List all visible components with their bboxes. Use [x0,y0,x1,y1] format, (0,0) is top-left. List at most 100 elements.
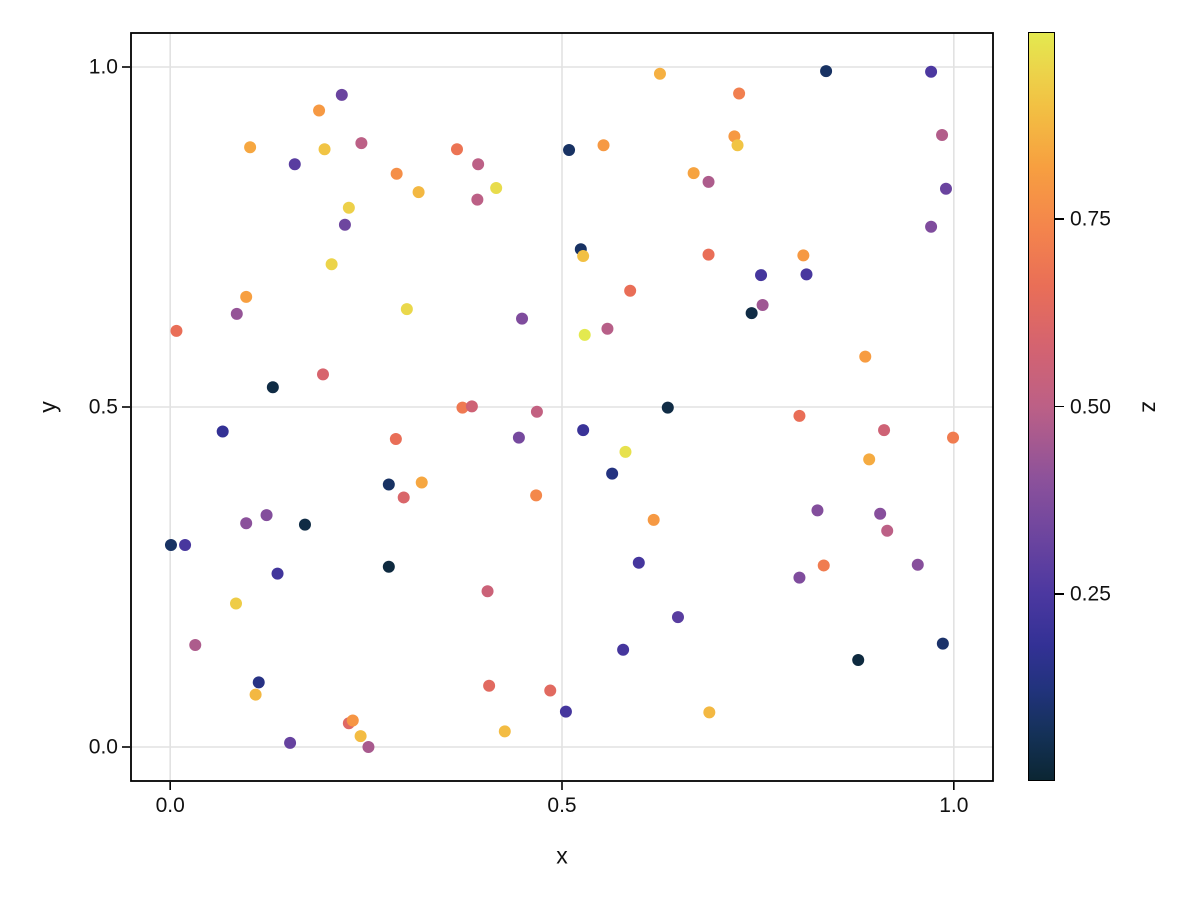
scatter-point [415,476,428,489]
scatter-point [597,139,610,152]
scatter-point [755,269,768,282]
scatter-point [661,401,674,414]
x-axis-tick-label: 0.5 [547,794,577,817]
scatter-point [397,491,410,504]
scatter-point [483,679,496,692]
scatter-point [382,478,395,491]
scatter-point [465,400,478,413]
colorbar-tick-label: 0.50 [1070,395,1111,418]
scatter-point [563,143,576,156]
scatter-point [490,182,503,195]
scatter-point [702,248,715,261]
scatter-point [260,509,273,522]
scatter-point [756,299,769,311]
scatter-point [578,328,591,341]
scatter-point [852,653,865,666]
scatter-point [947,431,960,444]
scatter-point [244,141,257,154]
scatter-point [400,303,413,316]
scatter-point [298,518,311,531]
scatter-point [288,158,301,171]
y-axis-label: y [34,401,61,413]
scatter-point [671,611,684,624]
scatter-point [412,186,425,199]
scatter-point [354,730,367,743]
scatter-point [390,167,403,180]
scatter-point [793,409,806,422]
colorbar-tick-mark [1055,592,1064,595]
y-axis-tick-label: 1.0 [88,55,118,79]
scatter-point [189,639,202,651]
scatter-point [450,143,463,156]
scatter-point [878,424,891,437]
scatter-point [318,143,331,156]
scatter-point [606,467,619,480]
scatter-point [516,312,529,325]
scatter-point [266,381,279,394]
scatter-point [346,714,359,727]
scatter-point [530,489,543,502]
colorbar-tick-mark [1055,405,1064,408]
scatter-point [456,401,469,414]
colorbar-tick-label: 0.25 [1070,582,1111,606]
scatter-point [911,558,924,571]
scatter-point [170,324,183,337]
scatter-point [559,705,572,718]
scatter-point [240,517,253,530]
scatter-point [313,104,326,117]
scatter-point [216,425,229,438]
scatter-point [820,65,833,78]
scatter-point [471,193,484,206]
scatter-point [881,524,894,537]
x-axis-tick-label: 0.0 [155,794,185,817]
scatter-point [936,129,949,141]
scatter-point [653,67,666,80]
scatter-point [389,432,402,445]
scatter-point [601,322,614,335]
y-axis-tick-label: 0.5 [88,395,118,419]
scatter-point [512,431,525,444]
y-axis-tick-label: 0.0 [88,735,118,759]
scatter-point [874,507,887,520]
scatter-point [481,585,494,598]
scatter-point [179,539,192,552]
scatter-point [632,556,645,569]
scatter-point [544,684,557,697]
colorbar-tick-mark [1055,218,1064,221]
scatter-point [800,268,813,281]
scatter-point [859,350,872,363]
scatter-point [925,65,938,78]
scatter-point [335,88,348,101]
scatter-point [624,284,637,297]
scatter-point [230,597,243,610]
scatter-point [342,201,355,214]
scatter-point [164,539,177,552]
scatter-point [811,504,824,517]
scatter-point [647,513,660,526]
scatter-point [703,706,716,719]
scatter-point [797,249,810,262]
scatter-point [687,167,700,180]
scatter-point [325,258,338,271]
scatter-point [817,559,830,572]
scatter-point [863,453,876,466]
colorbar-label: z [1137,400,1164,413]
scatter-point [240,290,253,303]
x-axis-tick-label: 1.0 [939,794,969,817]
plot-border [130,32,994,782]
scatter-point [362,741,375,753]
scatter-point [939,182,952,195]
scatter-point [936,637,949,650]
scatter-point [230,307,243,320]
scatter-point [472,158,485,171]
scatter-point [577,424,590,437]
scatter-point [530,405,543,418]
scatter-point [271,567,284,580]
scatter-point [498,725,511,738]
scatter-point [577,250,590,263]
scatter-point [284,736,297,749]
scatter-point [355,137,368,150]
scatter-point [702,175,715,188]
